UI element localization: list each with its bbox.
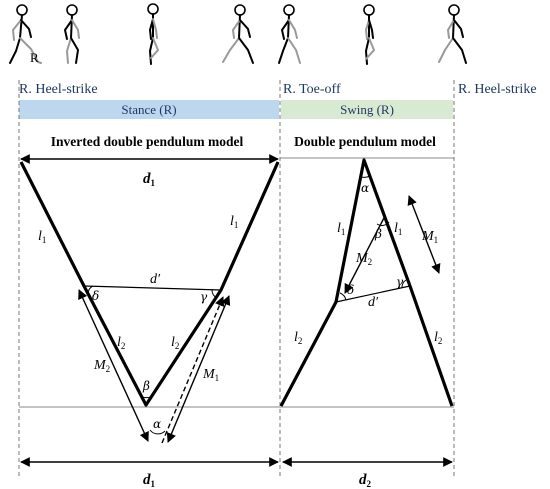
m1-label: M1 (202, 367, 219, 383)
knee-distance-line-right (335, 285, 411, 303)
m2-label-right: M2 (355, 251, 372, 267)
phase-label-toe-off: R. Toe-off (283, 82, 341, 97)
alpha-label-left: α (153, 417, 161, 431)
d1-label-top: d1 (143, 171, 156, 188)
m1-label-right: M1 (421, 229, 438, 245)
l2-label-right-model-b: l2 (434, 330, 442, 346)
phase-label-heel-strike-end: R. Heel-strike (458, 82, 537, 97)
l1-label-right-model-a: l1 (337, 221, 345, 237)
l1-label-left: l1 (38, 229, 46, 245)
delta-arc-right (339, 292, 347, 301)
right-pendulum-outline (279, 158, 454, 407)
double-pendulum-model: α l1 l1 β M1 M2 γ δ d′ l2 l2 (279, 158, 454, 407)
phase-dividers (18, 80, 455, 478)
d1-label-bottom: d1 (143, 472, 156, 489)
stance-bar (19, 100, 279, 119)
delta-label-left: δ (92, 289, 99, 303)
m2-arrow (78, 289, 149, 442)
swing-bar-label: Swing (R) (340, 102, 394, 117)
gamma-arc (211, 289, 218, 299)
d2-label-bottom: d2 (359, 472, 372, 489)
knee-distance-line (83, 285, 222, 291)
walker-figure-5 (278, 4, 301, 64)
walker-figure-2 (63, 4, 80, 64)
m2-label: M2 (93, 358, 110, 374)
walker-figure-3 (147, 3, 160, 65)
walker-figure-7 (438, 4, 467, 64)
walker-figure-6 (363, 4, 376, 65)
walking-figures: R (9, 3, 467, 65)
l1-label-right-model-b: l1 (394, 221, 402, 237)
walker-figure-4 (222, 4, 254, 64)
walker-figure-1 (9, 4, 42, 64)
m2-arrow-right (344, 215, 386, 294)
delta-arc (87, 285, 94, 295)
gamma-label-left: γ (200, 290, 208, 304)
l1-label-right: l1 (230, 214, 238, 230)
beta-label-right: β (374, 227, 382, 241)
m1-arrow (166, 295, 231, 443)
l2-label-right-model-a: l2 (294, 330, 302, 346)
right-model-title: Double pendulum model (294, 134, 436, 149)
alpha-arc-right (360, 175, 371, 178)
l2-label-left: l2 (117, 335, 125, 351)
alpha-arc (149, 429, 166, 435)
delta-label-right: δ (347, 283, 354, 297)
phase-label-heel-strike-start: R. Heel-strike (19, 82, 98, 97)
stance-bar-label: Stance (R) (121, 102, 176, 117)
beta-arc-right (376, 221, 390, 226)
beta-label-left: β (142, 379, 150, 393)
swing-bar (281, 100, 453, 119)
l2-label-right: l2 (171, 335, 179, 351)
d-prime-label-left: d′ (150, 272, 161, 287)
left-model-title: Inverted double pendulum model (51, 134, 244, 149)
m1-arrow-right (407, 195, 441, 274)
gamma-arc-right (401, 279, 407, 289)
alpha-label-right: α (361, 181, 369, 195)
beta-arc (140, 395, 153, 399)
gamma-label-right: γ (396, 275, 404, 289)
d-prime-label-right: d′ (368, 295, 379, 310)
inverted-double-pendulum-model: d1 l1 l1 d′ δ γ l2 l2 M2 M1 β α (19, 154, 280, 444)
figure-right-leg-label: R (30, 50, 39, 65)
